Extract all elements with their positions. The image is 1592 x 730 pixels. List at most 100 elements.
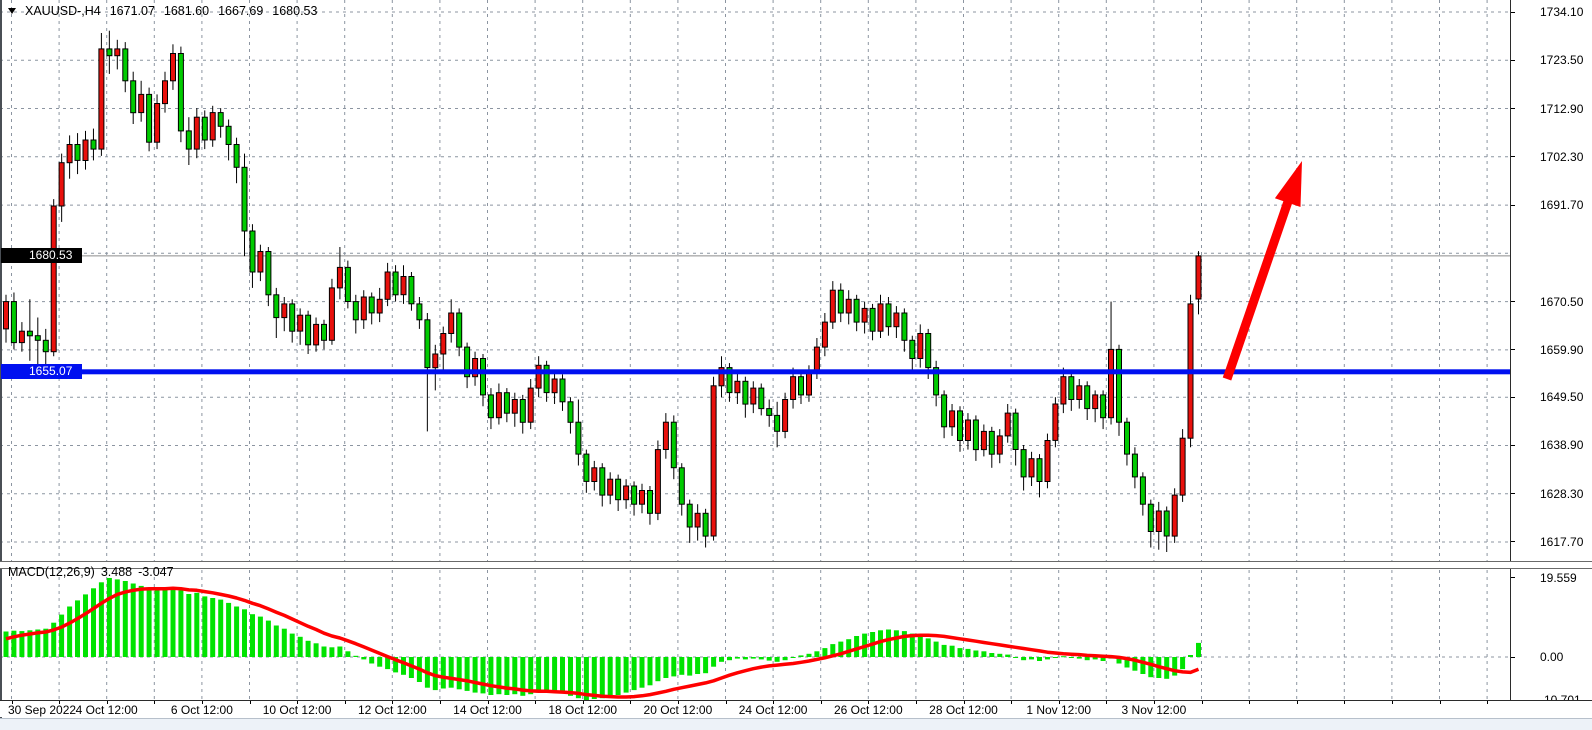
macd-histogram-bar (305, 640, 311, 657)
candle-body (1052, 403, 1059, 441)
macd-histogram-bar (1045, 657, 1050, 660)
time-axis-tick (59, 701, 61, 704)
macd-histogram-bar (687, 657, 693, 676)
candle-body (177, 53, 184, 132)
candlestick-chart-canvas[interactable] (0, 0, 1510, 561)
macd-histogram-bar (218, 599, 224, 657)
candle-body (10, 301, 17, 344)
price-axis-tick (1511, 301, 1515, 302)
candle-body (535, 364, 542, 389)
candle-body (1124, 421, 1130, 455)
macd-histogram-bar (607, 657, 613, 697)
candle-body (1036, 458, 1043, 483)
chart-left-border (0, 0, 2, 718)
macd-histogram-bar (194, 592, 200, 657)
macd-indicator-label: MACD(12,26,9) 3.488 -3.047 (8, 565, 174, 579)
candle-body (170, 53, 176, 82)
macd-histogram-bar (941, 644, 947, 657)
time-axis-tick (1106, 701, 1108, 704)
candle-body (18, 330, 25, 344)
macd-histogram-bar (719, 657, 724, 662)
macd-histogram-bar (1132, 657, 1138, 671)
price-axis-label: 1702.30 (1540, 150, 1584, 164)
chevron-down-icon[interactable] (8, 8, 16, 14)
macd-histogram-bar (234, 606, 240, 657)
macd-histogram-bar (639, 657, 645, 688)
macd-histogram-bar (146, 588, 152, 657)
panel-splitter[interactable] (0, 561, 1592, 569)
time-axis-tick (344, 701, 346, 704)
macd-histogram-bar (1013, 657, 1019, 658)
macd-histogram-bar (671, 657, 677, 677)
macd-chart-canvas[interactable] (0, 570, 1510, 700)
macd-histogram-bar (782, 657, 788, 661)
candle-body (1195, 255, 1202, 300)
price-axis-label: 1734.10 (1540, 5, 1584, 19)
macd-axis-label: 19.559 (1540, 571, 1577, 585)
macd-histogram-bar (520, 657, 526, 696)
macd-histogram-bar (138, 585, 144, 657)
price-axis[interactable]: 1734.10 1723.50 1712.90 1702.30 1691.70 1670.… (1510, 0, 1592, 717)
macd-axis-label: 0.00 (1540, 650, 1564, 664)
macd-histogram-bar (273, 625, 279, 657)
candle-body (1060, 376, 1067, 405)
time-axis-tick (487, 701, 489, 704)
candle-body (106, 48, 113, 57)
macd-histogram-bar (1116, 657, 1122, 664)
macd-histogram-bar (814, 651, 820, 657)
candle-body (313, 323, 320, 346)
macd-histogram-bar (67, 606, 73, 657)
candle-body (424, 319, 431, 369)
macd-axis-tick (1511, 657, 1515, 658)
candle-body (511, 399, 518, 414)
candle-body (813, 346, 820, 373)
horizontal-support-line[interactable] (0, 369, 1510, 375)
candle-body (694, 512, 701, 528)
candle-body (416, 303, 423, 321)
panel-bottom-border (0, 700, 1592, 701)
trend-arrow-head[interactable] (1274, 161, 1302, 207)
candle-body (42, 339, 49, 353)
macd-histogram-bar (679, 657, 685, 675)
candle-body (1084, 385, 1091, 410)
macd-histogram-bar (91, 588, 96, 657)
candle-body (599, 467, 606, 496)
candle-body (495, 392, 502, 419)
candle-body (1068, 376, 1075, 401)
candle-body (869, 307, 876, 332)
candle-body (408, 276, 415, 305)
macd-histogram-bar (1196, 642, 1201, 657)
candle-body (575, 421, 582, 455)
candle-body (114, 48, 121, 57)
candle-body (988, 430, 995, 455)
main-price-chart[interactable] (0, 0, 1510, 561)
candle-body (90, 139, 97, 150)
macd-histogram-bar (27, 630, 33, 657)
macd-histogram-bar (226, 602, 232, 657)
ohlc-close-value: 1680.53 (272, 4, 318, 18)
macd-histogram-bar (106, 578, 112, 657)
trend-arrow-shaft[interactable] (1222, 195, 1294, 381)
macd-histogram-bar (464, 657, 470, 691)
time-axis-label: 12 Oct 12:00 (357, 703, 427, 717)
macd-histogram-bar (313, 643, 319, 657)
macd-histogram-bar (432, 657, 438, 691)
candle-body (957, 410, 963, 441)
candle-body (1076, 385, 1083, 400)
macd-histogram-bar (353, 655, 359, 657)
macd-histogram-bar (623, 657, 629, 693)
macd-histogram-bar (655, 657, 661, 682)
candle-body (74, 144, 81, 161)
macd-histogram-bar (122, 581, 128, 657)
candle-body (527, 387, 534, 423)
candle-body (861, 307, 868, 323)
candle-body (853, 298, 860, 323)
time-axis[interactable]: 30 Sep 2022 4 Oct 12:00 6 Oct 12:00 10 Oct … (0, 701, 1592, 717)
macd-indicator-panel[interactable] (0, 570, 1510, 700)
candle-body (893, 312, 900, 328)
macd-histogram-bar (440, 657, 446, 689)
macd-histogram-bar (480, 657, 486, 694)
macd-histogram-bar (265, 620, 271, 657)
macd-histogram-bar (1005, 654, 1011, 657)
time-axis-label: 4 Oct 12:00 (75, 703, 138, 717)
